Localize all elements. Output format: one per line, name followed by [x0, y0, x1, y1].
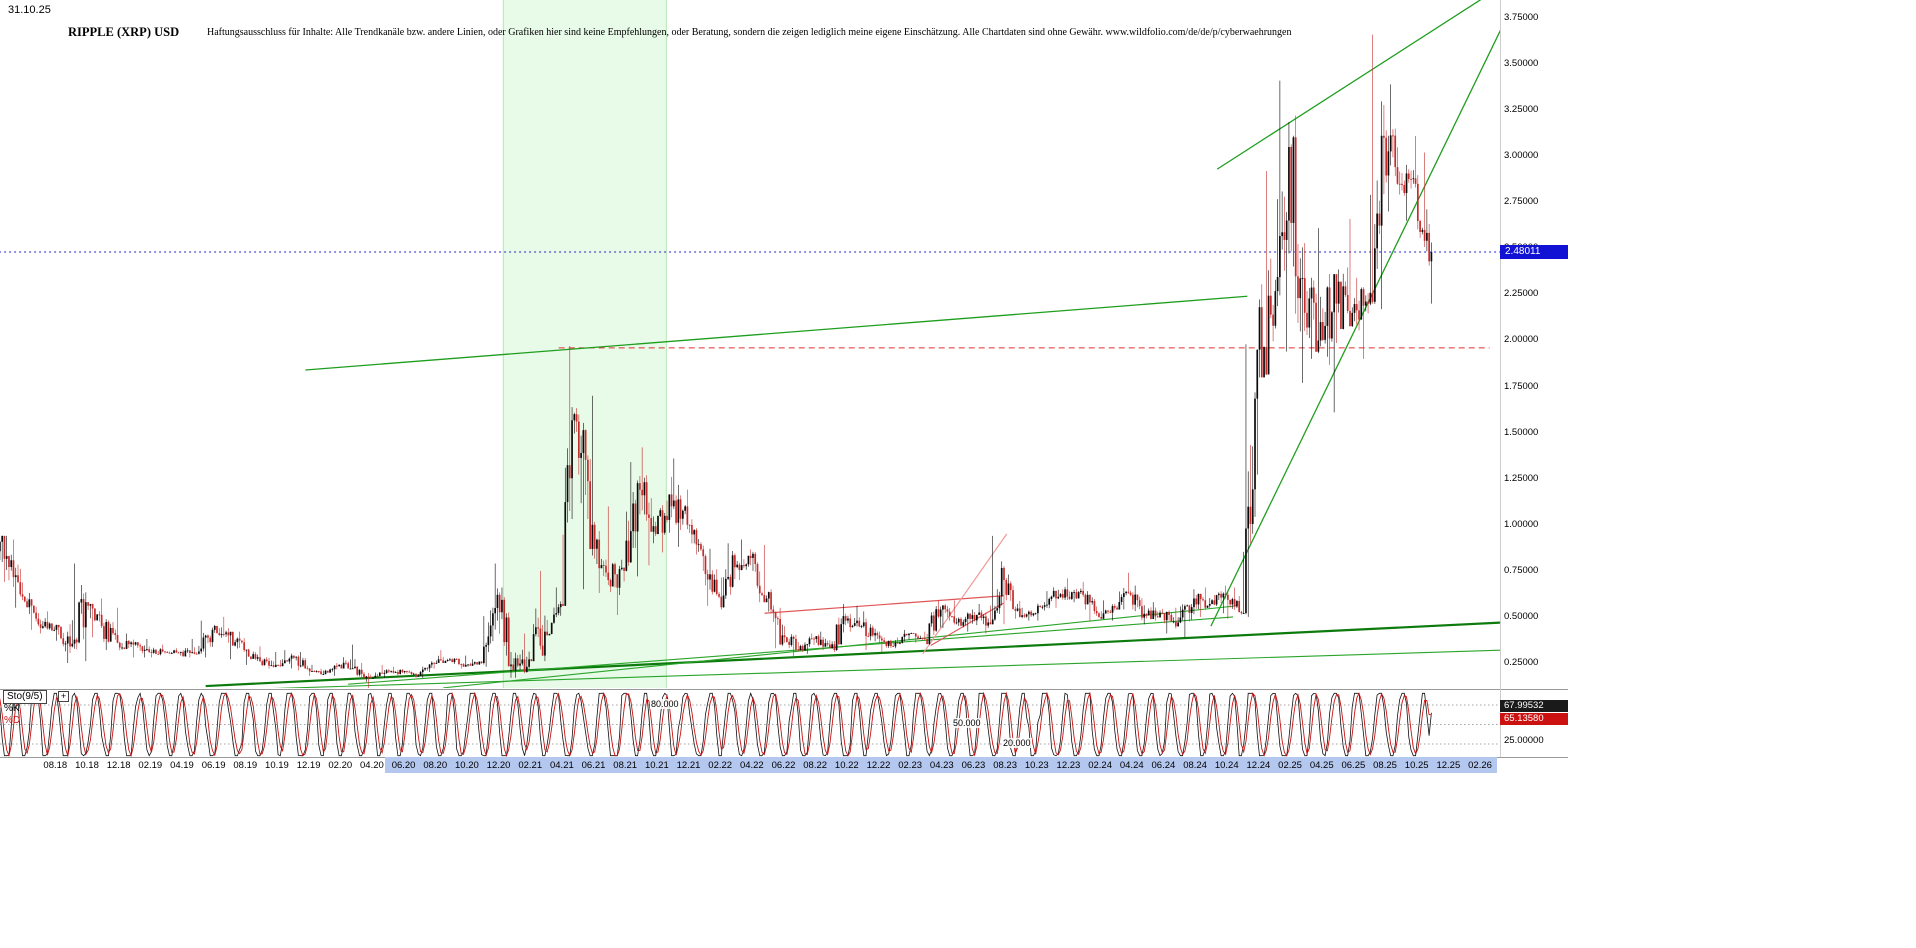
mid-support-trendline-b: [443, 605, 1237, 688]
add-indicator-button[interactable]: +: [58, 691, 69, 702]
stochastic-indicator-label[interactable]: Sto(9/5): [3, 690, 47, 704]
stochastic-level-80-label: 80.000: [650, 699, 680, 709]
bottom-support-main-trendline: [205, 621, 1500, 688]
red-rising-2023-line-b: [930, 602, 1004, 646]
main-plot-area[interactable]: [0, 0, 1504, 691]
stochastic-k-value-badge: 67.99532: [1500, 700, 1568, 712]
instrument-title: RIPPLE (XRP) USD: [68, 25, 180, 39]
stochastic-k-line: [0, 692, 1432, 757]
current-price-badge: 2.48011: [1500, 245, 1568, 260]
bottom-support-thin-trendline: [272, 649, 1500, 688]
red-rising-2023-line: [922, 533, 1008, 655]
steep-channel-upper-trendline: [1216, 0, 1482, 170]
red-resistance-2022-line: [764, 595, 1004, 614]
stochastic-axis-label: 25.00000: [1504, 735, 1544, 746]
date-range-highlight[interactable]: [385, 757, 1497, 773]
stochastic-level-20-label: 20.000: [1002, 738, 1032, 748]
stochastic-level-50-label: 50.000: [952, 718, 982, 728]
steep-channel-lower-trendline: [1210, 29, 1500, 627]
chart-date: 31.10.25: [8, 4, 51, 16]
stochastic-plot-area[interactable]: [0, 691, 1500, 757]
stochastic-d-label: %D: [4, 715, 21, 726]
long-resistance-trendline: [305, 295, 1248, 371]
stochastic-d-line: [0, 691, 1432, 757]
stochastic-d-value-badge: 65.13580: [1500, 713, 1568, 725]
candlestick-series: [0, 34, 1433, 688]
mid-support-trendline-a: [348, 616, 1234, 685]
disclaimer-text: Haftungsausschluss für Inhalte: Alle Tre…: [207, 27, 1292, 38]
stochastic-k-label: %K: [4, 703, 20, 714]
